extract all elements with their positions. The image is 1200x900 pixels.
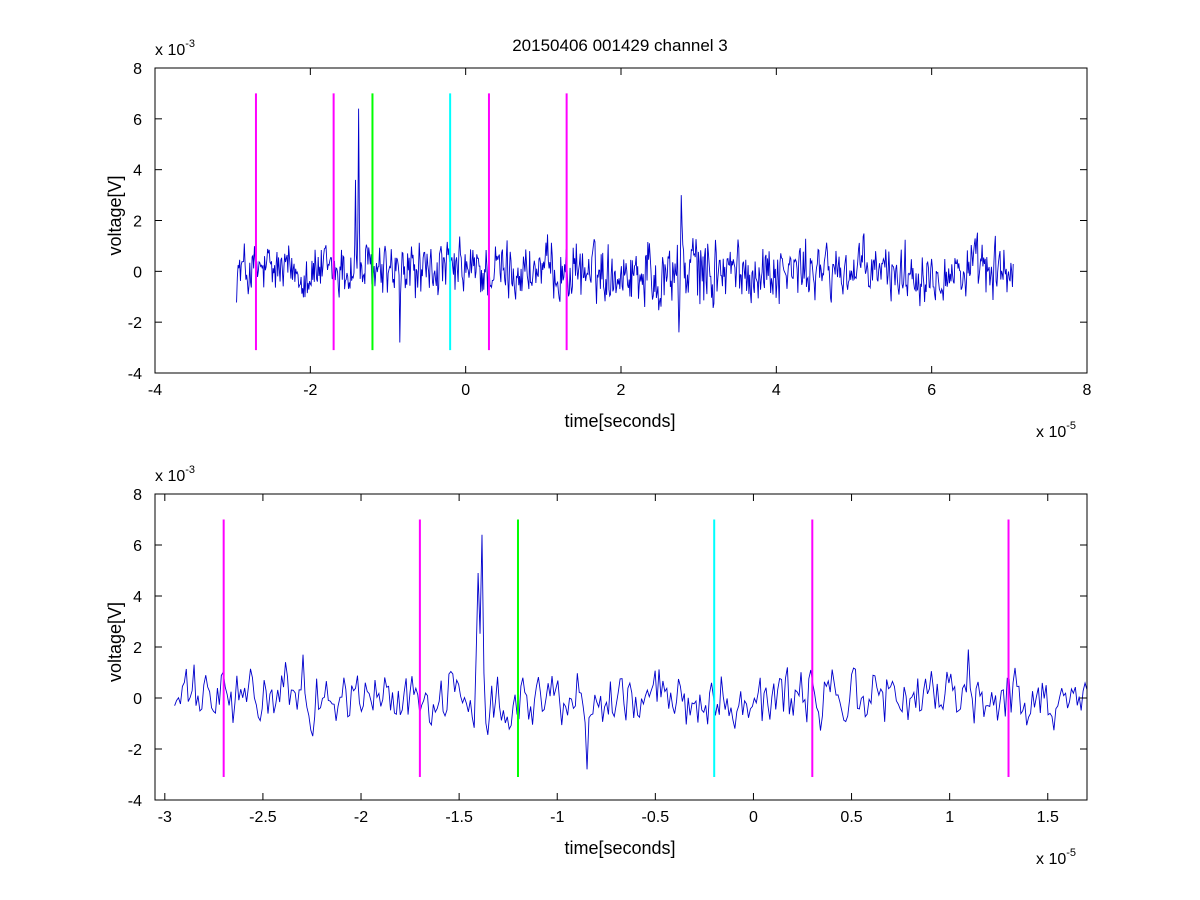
top-x-tick-label: 0	[461, 382, 470, 399]
figure-title: 20150406 001429 channel 3	[512, 36, 728, 55]
top-y-tick-label: -2	[128, 315, 142, 332]
bottom-y-multiplier: x 10-3	[155, 464, 195, 485]
bottom-x-tick-label: 0	[749, 809, 758, 826]
bottom-event-lines	[222, 519, 1010, 778]
bottom-x-tick-label: -2	[354, 809, 368, 826]
top-y-tick-label: -4	[128, 366, 142, 383]
top-x-tick-label: -4	[148, 382, 162, 399]
top-x-tick-label: 4	[772, 382, 781, 399]
bottom-x-tick-label: -0.5	[642, 809, 670, 826]
top-x-multiplier: x 10-5	[1036, 420, 1076, 441]
top-y-tick-label: 8	[133, 61, 142, 78]
top-y-tick-label: 2	[133, 214, 142, 231]
top-event-lines	[254, 93, 568, 351]
top-y-tick-label: 4	[133, 163, 142, 180]
bottom-x-tick-label: -1	[550, 809, 564, 826]
bottom-y-tick-label: 0	[133, 691, 142, 708]
top-x-tick-label: 8	[1083, 382, 1092, 399]
top-y-tick-label: 0	[133, 264, 142, 281]
top-subplot: -4 -2 0 2 4 6 8 -4 -2 0 2 4 6 8 time[seconds] voltage…	[105, 38, 1092, 441]
top-ticks: -4 -2 0 2 4 6 8 -4 -2 0 2 4 6 8	[128, 61, 1092, 399]
top-x-tick-label: 2	[617, 382, 626, 399]
top-y-axis-label: voltage[V]	[105, 175, 125, 255]
bottom-y-tick-label: 6	[133, 538, 142, 555]
bottom-y-tick-label: -4	[128, 793, 142, 810]
bottom-x-tick-label: 1.5	[1037, 809, 1059, 826]
bottom-y-tick-label: 4	[133, 589, 142, 606]
bottom-y-tick-label: -2	[128, 742, 142, 759]
top-x-tick-label: 6	[927, 382, 936, 399]
bottom-y-tick-label: 8	[133, 487, 142, 504]
top-signal-series-line	[236, 108, 1014, 343]
top-y-multiplier: x 10-3	[155, 38, 195, 59]
bottom-x-tick-label: -3	[158, 809, 172, 826]
bottom-subplot: -3 -2.5 -2 -1.5 -1 -0.5 0 0.5 1 1.5 -4 -2 0 2 4 6 8 time…	[105, 464, 1088, 868]
top-signal-group	[236, 108, 1014, 343]
bottom-ticks: -3 -2.5 -2 -1.5 -1 -0.5 0 0.5 1 1.5 -4 -2 0 2 4 6 8	[128, 487, 1087, 826]
bottom-signal-series-line	[174, 534, 1087, 770]
bottom-y-axis-label: voltage[V]	[105, 602, 125, 682]
bottom-x-tick-label: 1	[945, 809, 954, 826]
top-y-tick-label: 6	[133, 112, 142, 129]
top-x-axis-label: time[seconds]	[564, 411, 675, 431]
bottom-y-tick-label: 2	[133, 640, 142, 657]
bottom-x-multiplier: x 10-5	[1036, 847, 1076, 868]
bottom-x-axis-label: time[seconds]	[564, 838, 675, 858]
bottom-signal-group	[174, 534, 1087, 770]
bottom-x-tick-label: -1.5	[445, 809, 473, 826]
top-x-tick-label: -2	[303, 382, 317, 399]
bottom-x-tick-label: -2.5	[249, 809, 277, 826]
bottom-x-tick-label: 0.5	[840, 809, 862, 826]
